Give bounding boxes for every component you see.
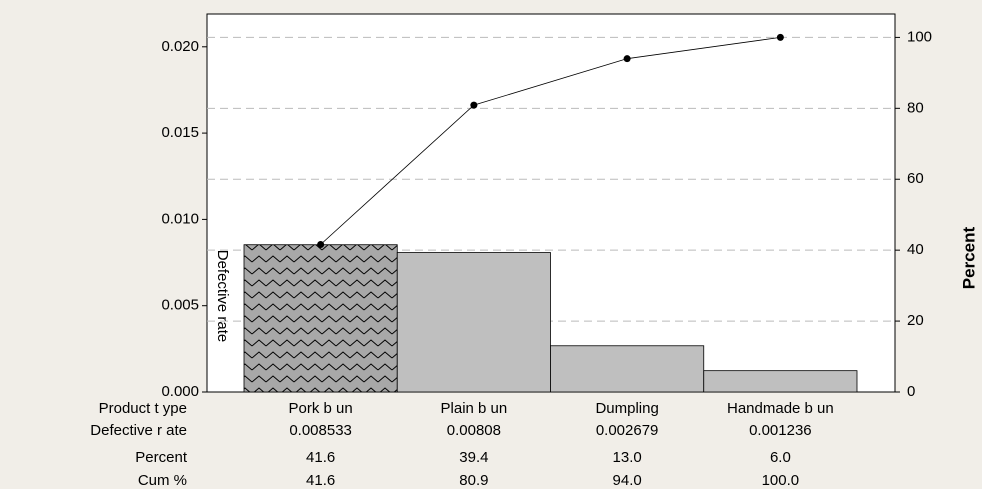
y-tick-label: 0.000 [161,383,199,400]
table-value: 94.0 [613,472,642,489]
cum-point [623,55,631,63]
table-row-label: Cum % [138,472,187,489]
table-value: 0.001236 [749,422,812,439]
bar [396,252,551,393]
table-value: 39.4 [459,449,488,466]
table-value: 80.9 [459,472,488,489]
cum-point [470,101,478,109]
table-value: 0.00808 [447,422,501,439]
y2-tick-label: 60 [907,170,924,187]
table-value: 41.6 [306,449,335,466]
y2-axis-label: Percent [959,226,978,289]
y-tick-label: 0.015 [161,124,199,141]
y-tick-label: 0.010 [161,210,199,227]
y2-tick-label: 0 [907,383,915,400]
cum-point [776,33,784,41]
bar [243,244,398,393]
y-tick-label: 0.005 [161,297,199,314]
table-value: 41.6 [306,472,335,489]
x-tick-label: Handmade b un [727,400,834,417]
table-value: 6.0 [770,449,791,466]
y-axis-label: Defective rate [214,250,231,343]
table-value: 100.0 [762,472,800,489]
cum-line [320,37,781,245]
cum-point [317,240,325,248]
y2-tick-label: 40 [907,241,924,258]
table-value: 13.0 [613,449,642,466]
table-row-label: Percent [135,449,188,466]
bar [550,345,705,393]
x-tick-label: Dumpling [595,400,658,417]
table-row-label: Defective r ate [90,422,187,439]
y2-tick-label: 100 [907,28,932,45]
y2-tick-label: 20 [907,312,924,329]
y-tick-label: 0.020 [161,38,199,55]
y2-tick-label: 80 [907,99,924,116]
x-tick-label: Pork b un [289,400,353,417]
table-value: 0.002679 [596,422,659,439]
x-tick-label: Plain b un [441,400,508,417]
table-row-label: Product t ype [99,400,187,417]
table-value: 0.008533 [289,422,352,439]
bar [703,370,858,393]
